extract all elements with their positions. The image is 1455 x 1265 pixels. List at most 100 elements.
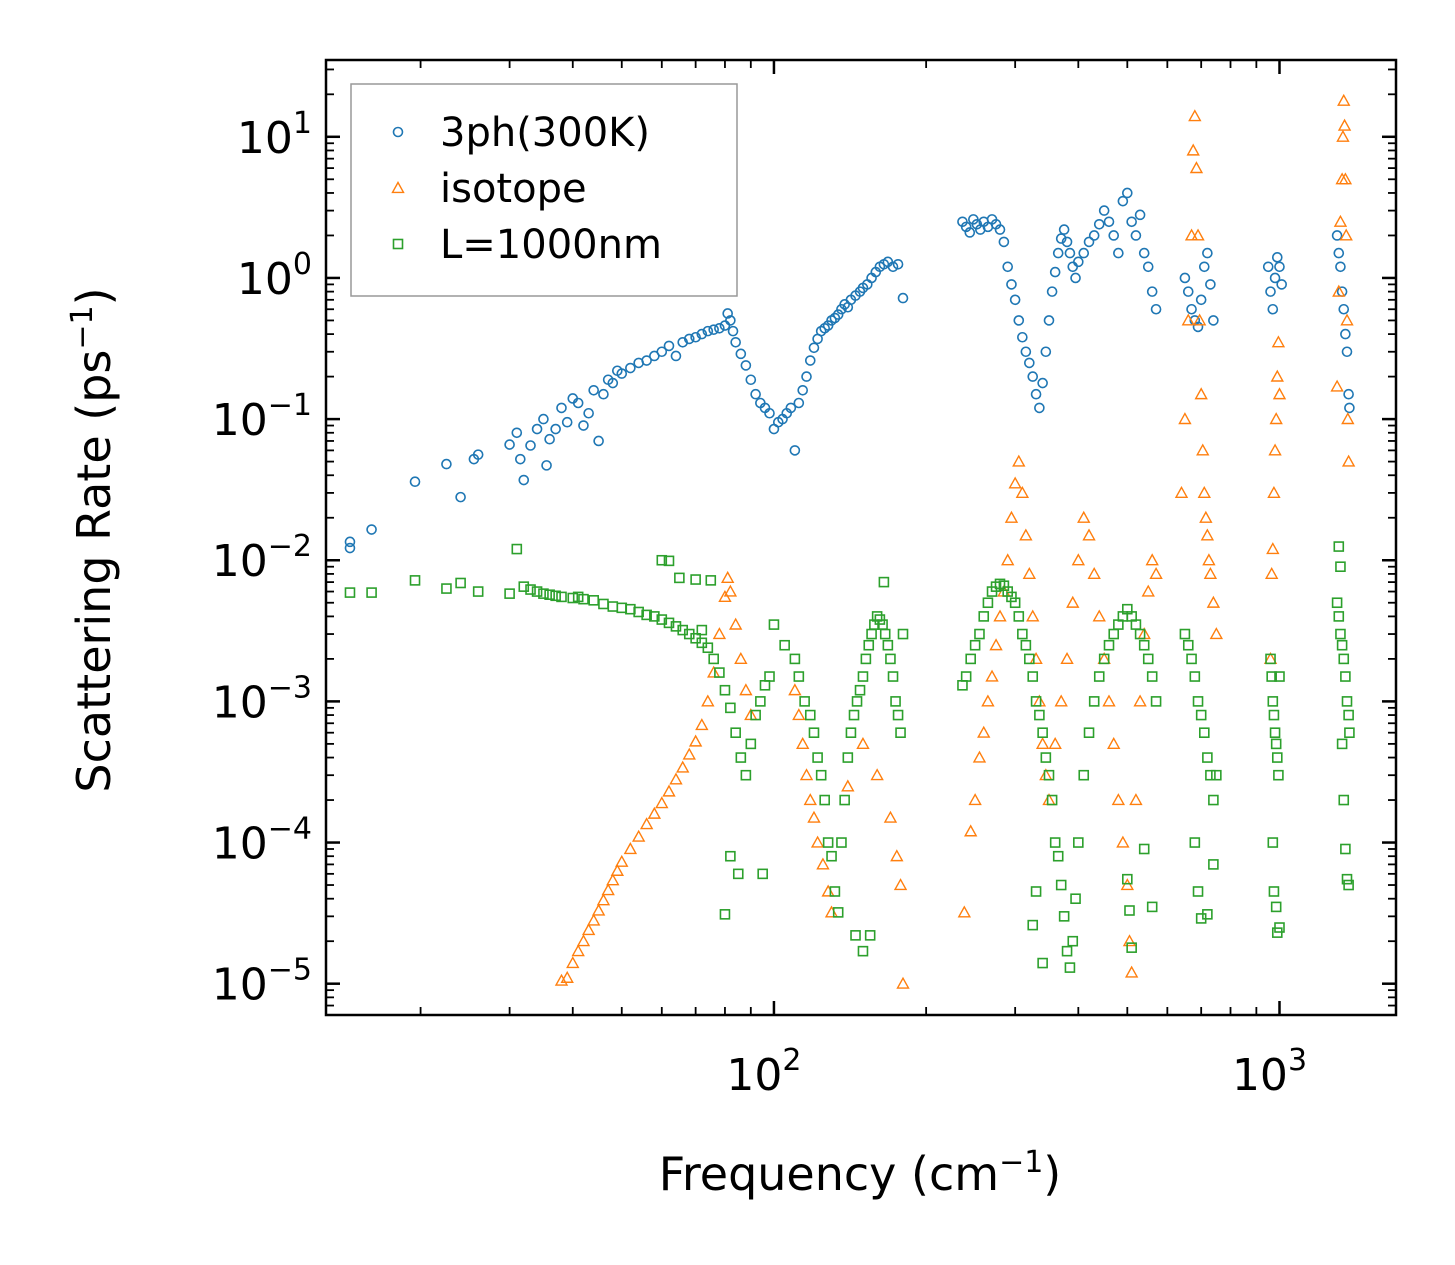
data-point	[1202, 752, 1213, 763]
data-point	[1182, 286, 1194, 297]
data-point	[518, 581, 530, 592]
data-point	[1271, 752, 1283, 763]
data-point	[1020, 639, 1032, 651]
data-point	[1268, 886, 1280, 897]
data-point	[719, 320, 731, 331]
data-point	[789, 445, 801, 456]
data-point	[789, 653, 801, 665]
data-point	[455, 491, 466, 503]
data-point	[472, 586, 484, 597]
data-point	[1335, 561, 1346, 572]
data-point	[409, 476, 421, 488]
data-point	[1055, 233, 1067, 244]
data-point	[719, 684, 731, 696]
data-point	[1338, 653, 1350, 665]
data-point	[1181, 313, 1195, 326]
data-point	[1199, 727, 1210, 739]
data-point	[1048, 736, 1062, 749]
data-point	[544, 589, 555, 600]
legend-box	[350, 83, 738, 297]
data-point	[1004, 510, 1019, 523]
data-point	[1093, 671, 1105, 682]
data-point	[641, 609, 652, 621]
data-point	[759, 680, 771, 691]
data-point	[842, 752, 854, 763]
data-point	[663, 555, 675, 567]
data-point	[1276, 279, 1287, 290]
data-point	[1186, 303, 1197, 315]
data-point	[757, 868, 768, 880]
data-point	[472, 449, 484, 460]
data-point	[531, 423, 543, 435]
data-points	[344, 93, 1356, 989]
data-point	[1202, 247, 1213, 259]
data-point	[803, 793, 817, 806]
data-point	[1208, 794, 1219, 806]
data-point	[550, 590, 561, 602]
data-point	[1333, 247, 1345, 259]
data-point	[860, 653, 872, 665]
legend-marker	[392, 126, 404, 138]
data-point	[1013, 611, 1025, 622]
data-point	[960, 671, 972, 682]
data-point	[882, 639, 894, 651]
data-point	[1333, 214, 1348, 227]
data-point	[1092, 609, 1106, 622]
y-tick-label: 100	[237, 247, 312, 305]
data-point	[1146, 286, 1158, 297]
data-point	[1340, 671, 1351, 682]
data-point	[848, 709, 860, 721]
data-point	[779, 639, 790, 651]
data-point	[727, 325, 739, 337]
data-point	[1200, 528, 1215, 541]
data-point	[1142, 261, 1154, 273]
data-point	[785, 402, 797, 414]
data-point	[1269, 412, 1283, 425]
data-point	[1189, 671, 1201, 682]
data-point	[1192, 696, 1204, 707]
data-point	[998, 236, 1010, 248]
data-point	[674, 572, 685, 584]
data-point	[1269, 727, 1281, 739]
data-point	[588, 384, 599, 396]
data-point	[1265, 653, 1276, 665]
data-point	[550, 423, 561, 435]
data-point	[525, 584, 536, 595]
data-point	[1046, 794, 1058, 806]
data-point	[561, 416, 573, 428]
data-point	[647, 806, 662, 819]
data-point	[1083, 727, 1095, 739]
data-point	[725, 315, 736, 326]
data-point	[1111, 793, 1126, 806]
data-point	[1012, 454, 1026, 467]
data-point	[974, 628, 985, 640]
data-point	[366, 587, 377, 598]
data-point	[1122, 187, 1133, 199]
data-point	[1082, 528, 1096, 541]
data-point	[1040, 752, 1052, 763]
data-point	[538, 413, 549, 425]
data-point	[1043, 315, 1055, 326]
data-point	[799, 768, 814, 781]
data-point	[1206, 595, 1221, 608]
data-point	[1019, 528, 1033, 541]
data-point	[616, 368, 628, 379]
data-point	[866, 628, 877, 640]
data-point	[1117, 195, 1129, 207]
legend-marker	[392, 238, 404, 250]
data-point	[1268, 443, 1282, 456]
data-point	[1060, 651, 1074, 664]
data-point	[1103, 639, 1115, 651]
data-point	[1093, 218, 1105, 230]
data-point	[1337, 93, 1351, 106]
data-point	[839, 794, 850, 806]
data-point	[1331, 230, 1343, 241]
data-point	[1269, 272, 1281, 284]
data-point	[1343, 879, 1354, 891]
data-point	[663, 617, 675, 629]
data-point	[366, 524, 377, 535]
data-point	[728, 617, 743, 630]
data-point	[1070, 893, 1081, 905]
data-point	[1195, 294, 1207, 306]
data-point	[969, 639, 981, 651]
